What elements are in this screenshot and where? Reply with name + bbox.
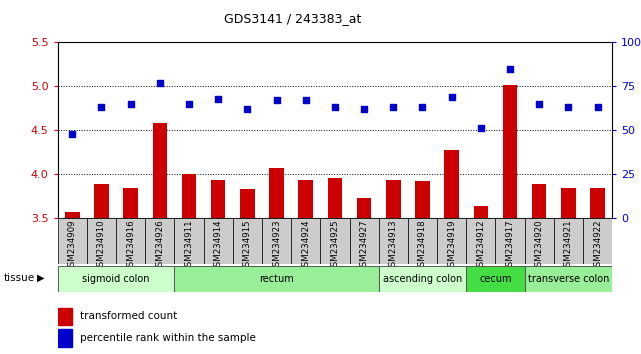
- Bar: [554, 218, 583, 264]
- Bar: [495, 218, 524, 264]
- Bar: [379, 218, 408, 264]
- Bar: [58, 329, 72, 347]
- Bar: [444, 150, 459, 218]
- Bar: [408, 218, 437, 264]
- Text: transverse colon: transverse colon: [528, 274, 609, 284]
- Text: GSM234919: GSM234919: [447, 219, 456, 272]
- Point: [67, 131, 78, 136]
- Text: GSM234917: GSM234917: [506, 219, 515, 272]
- Text: GSM234921: GSM234921: [564, 219, 573, 272]
- Bar: [415, 181, 429, 218]
- Bar: [181, 174, 196, 218]
- Point: [301, 97, 311, 103]
- Text: GSM234926: GSM234926: [155, 219, 164, 272]
- Bar: [349, 218, 379, 264]
- Point: [184, 101, 194, 107]
- Bar: [174, 218, 204, 264]
- Bar: [561, 188, 576, 218]
- Point: [126, 101, 136, 107]
- Text: sigmoid colon: sigmoid colon: [82, 274, 150, 284]
- Bar: [466, 266, 524, 292]
- Bar: [233, 218, 262, 264]
- Text: GSM234923: GSM234923: [272, 219, 281, 272]
- Bar: [503, 85, 517, 218]
- Bar: [524, 266, 612, 292]
- Point: [534, 101, 544, 107]
- Bar: [58, 266, 174, 292]
- Bar: [386, 180, 401, 218]
- Bar: [532, 184, 547, 218]
- Text: GSM234909: GSM234909: [68, 219, 77, 272]
- Point: [417, 104, 428, 110]
- Text: GSM234920: GSM234920: [535, 219, 544, 272]
- Text: ascending colon: ascending colon: [383, 274, 462, 284]
- Point: [213, 96, 223, 101]
- Point: [154, 80, 165, 86]
- Bar: [153, 123, 167, 218]
- Text: cecum: cecum: [479, 274, 512, 284]
- Text: ▶: ▶: [37, 273, 45, 283]
- Bar: [379, 266, 466, 292]
- Point: [329, 104, 340, 110]
- Bar: [123, 188, 138, 218]
- Bar: [240, 189, 254, 218]
- Text: GSM234924: GSM234924: [301, 219, 310, 272]
- Bar: [328, 178, 342, 218]
- Text: GSM234914: GSM234914: [213, 219, 222, 272]
- Bar: [58, 308, 72, 325]
- Point: [447, 94, 457, 99]
- Bar: [58, 218, 87, 264]
- Text: GSM234922: GSM234922: [593, 219, 602, 272]
- Text: GSM234912: GSM234912: [476, 219, 485, 272]
- Text: rectum: rectum: [259, 274, 294, 284]
- Text: percentile rank within the sample: percentile rank within the sample: [80, 333, 256, 343]
- Text: GSM234913: GSM234913: [389, 219, 398, 272]
- Text: GSM234918: GSM234918: [418, 219, 427, 272]
- Point: [476, 126, 486, 131]
- Text: GSM234925: GSM234925: [330, 219, 340, 272]
- Point: [271, 97, 281, 103]
- Point: [242, 106, 253, 112]
- Bar: [583, 218, 612, 264]
- Bar: [87, 218, 116, 264]
- Text: GSM234915: GSM234915: [243, 219, 252, 272]
- Bar: [174, 266, 379, 292]
- Bar: [116, 218, 146, 264]
- Bar: [211, 180, 226, 218]
- Text: GSM234911: GSM234911: [185, 219, 194, 272]
- Point: [96, 104, 106, 110]
- Bar: [146, 218, 174, 264]
- Point: [592, 104, 603, 110]
- Point: [388, 104, 399, 110]
- Bar: [320, 218, 349, 264]
- Bar: [299, 180, 313, 218]
- Bar: [524, 218, 554, 264]
- Bar: [65, 212, 79, 218]
- Bar: [357, 198, 371, 218]
- Bar: [437, 218, 466, 264]
- Bar: [262, 218, 291, 264]
- Bar: [466, 218, 495, 264]
- Point: [505, 66, 515, 72]
- Text: GSM234910: GSM234910: [97, 219, 106, 272]
- Text: GDS3141 / 243383_at: GDS3141 / 243383_at: [224, 12, 362, 25]
- Text: GSM234916: GSM234916: [126, 219, 135, 272]
- Point: [359, 106, 369, 112]
- Bar: [291, 218, 320, 264]
- Bar: [269, 168, 284, 218]
- Text: tissue: tissue: [3, 273, 35, 283]
- Bar: [204, 218, 233, 264]
- Text: GSM234927: GSM234927: [360, 219, 369, 272]
- Point: [563, 104, 574, 110]
- Text: transformed count: transformed count: [80, 312, 177, 321]
- Bar: [474, 206, 488, 218]
- Bar: [94, 184, 109, 218]
- Bar: [590, 188, 605, 218]
